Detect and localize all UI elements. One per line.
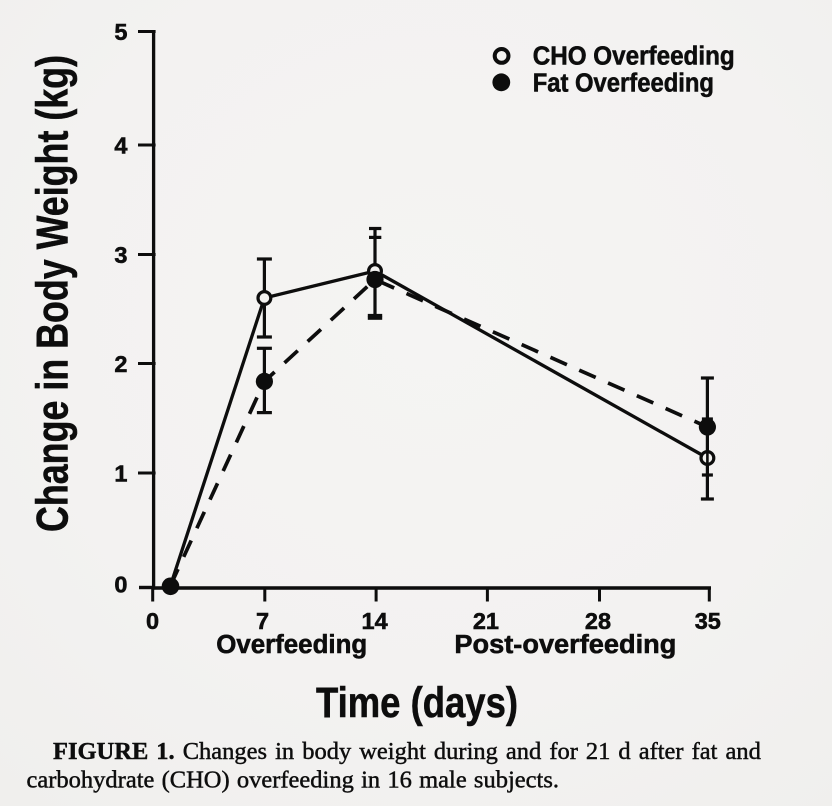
svg-text:1: 1 — [114, 461, 127, 487]
svg-text:FIGURE 1. Changes in body weig: FIGURE 1. Changes in body weight during … — [53, 738, 761, 765]
svg-text:7: 7 — [256, 608, 269, 634]
svg-text:5: 5 — [114, 19, 127, 45]
svg-text:CHO Overfeeding: CHO Overfeeding — [533, 41, 735, 71]
svg-text:Post-overfeeding: Post-overfeeding — [454, 629, 676, 659]
svg-text:Time (days): Time (days) — [316, 679, 518, 727]
svg-text:Change in Body Weight (kg): Change in Body Weight (kg) — [29, 55, 78, 532]
svg-text:28: 28 — [585, 608, 611, 634]
svg-text:3: 3 — [114, 242, 127, 268]
svg-text:Overfeeding: Overfeeding — [216, 629, 367, 659]
svg-text:14: 14 — [362, 608, 388, 634]
svg-text:0: 0 — [114, 571, 127, 597]
svg-text:2: 2 — [114, 351, 127, 377]
svg-text:Fat Overfeeding: Fat Overfeeding — [533, 68, 714, 98]
svg-text:35: 35 — [695, 608, 721, 634]
svg-text:21: 21 — [473, 608, 499, 634]
svg-text:carbohydrate (CHO) overfeeding: carbohydrate (CHO) overfeeding in 16 mal… — [27, 766, 560, 793]
svg-text:0: 0 — [146, 608, 159, 634]
svg-text:4: 4 — [114, 133, 127, 159]
